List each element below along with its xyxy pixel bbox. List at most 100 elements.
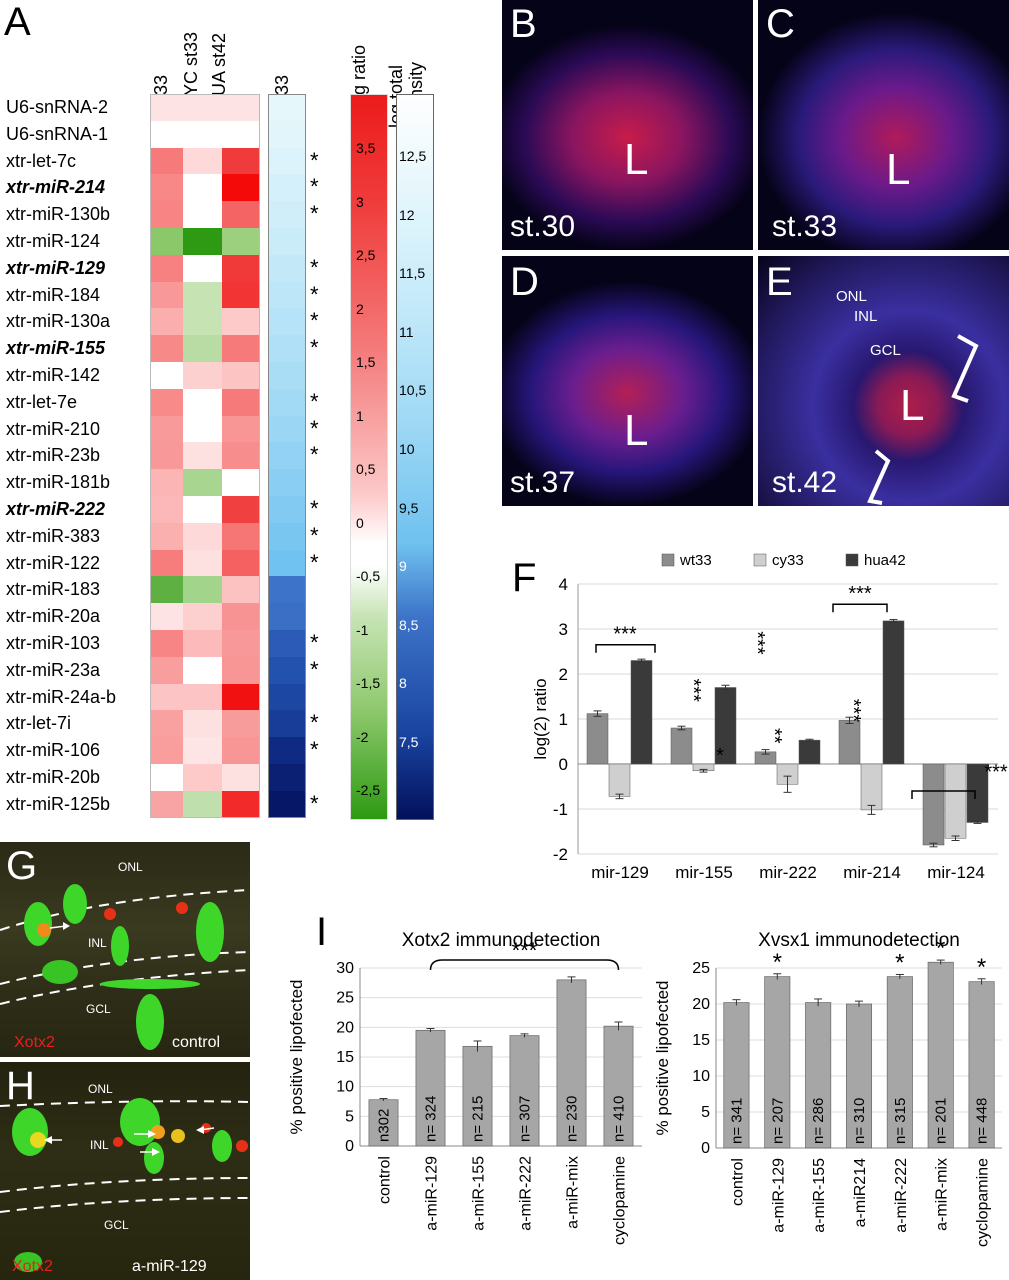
heat-cell [222,147,260,175]
y-tick-label: 15 [692,1032,710,1049]
intensity-cell [268,522,306,550]
legend-swatch [845,553,859,567]
retina-layer-outlines [0,884,250,1050]
heat-cell [183,522,222,550]
significance-stars: *** [613,623,637,645]
layer-label-gcl: GCL [870,342,901,359]
panel-letter-f: F [512,556,537,600]
lens-label: L [886,145,911,194]
panel-letter-e: E [766,260,793,304]
y-tick-label: 0 [559,755,568,774]
heat-cell [150,254,183,282]
micrograph-panel-d: D L st.37 [502,256,753,506]
intensity-cell [268,147,306,175]
heat-cell [222,201,260,229]
row-label: xtr-miR-103 [6,633,101,653]
x-tick-label: a-miR-129 [424,1156,441,1231]
heat-cell [183,469,222,497]
heat-cell [183,362,222,390]
x-tick-label: mir-222 [759,863,817,882]
intensity-tick: 12 [399,206,415,223]
y-tick-label: 5 [345,1108,354,1125]
significance-star: * [310,630,319,655]
heat-cell [222,576,260,604]
legend-label: cy33 [772,552,804,569]
intensity-cell [268,174,306,202]
n-label: n= 341 [728,1098,745,1144]
row-label: xtr-miR-383 [6,525,101,546]
heat-cell [150,94,183,122]
y-tick-label: 20 [336,1019,354,1036]
y-tick-label: -2 [553,845,568,864]
significance-stars: *** [848,583,872,605]
bar [608,763,631,797]
lens-label: L [624,406,649,455]
intensity-cell [268,228,306,256]
layer-label-inl: INL [90,1138,109,1152]
chart-title: Xotx2 immunodetection [402,930,601,951]
y-tick-label: 10 [336,1079,354,1096]
stage-label: st.37 [510,466,576,499]
micrograph-panel-g: G ONL INL GCL Xotx2 control [0,842,250,1057]
heat-cell [150,603,183,631]
intensity-cell [268,764,306,792]
log-ratio-tick: 3 [356,193,364,210]
intensity-cell [268,120,306,148]
bar [922,763,945,846]
heat-cell [222,603,260,631]
n-label: n= 324 [423,1096,440,1142]
heat-cell [183,603,222,631]
bar [556,979,587,1147]
heat-cell [150,442,183,470]
significance-stars-vertical: *** [682,679,704,703]
panel-letter-d: D [510,260,539,304]
log-ratio-tick: 3,5 [356,140,376,156]
x-tick-label: control [377,1156,394,1204]
heat-cell [150,147,183,175]
layer-label-inl: INL [88,936,107,950]
bar [882,620,905,765]
x-tick-label: a-miR214 [852,1158,869,1227]
heat-cell [150,415,183,443]
intensity-cell [268,362,306,390]
log-ratio-tick: -0,5 [356,568,381,584]
intensity-cell [268,415,306,443]
bar [764,976,791,1149]
x-tick-label: a-miR-155 [471,1156,488,1231]
log-ratio-tick: 0,5 [356,461,376,477]
x-tick-label: a-miR-mix [565,1156,582,1229]
log-ratio-tick: 2,5 [356,247,376,263]
heat-cell [222,469,260,497]
layer-label-onl: ONL [836,288,867,305]
bar [670,727,693,765]
intensity-frame [268,94,306,818]
heat-cell [183,764,222,792]
intensity-cell [268,335,306,363]
intensity-cell [268,656,306,684]
log-ratio-tick: -2,5 [356,782,381,798]
micrograph-panel-b: B L st.30 [502,0,753,250]
heat-cell [150,335,183,363]
heat-cell [222,656,260,684]
intensity-cell [268,254,306,282]
row-label: xtr-miR-24a-b [6,686,117,707]
significance-star: * [936,935,945,962]
n-label: n= 230 [564,1096,581,1142]
bracket-marks [867,334,979,505]
marker-label: Xotx2 [12,1258,53,1275]
significance-star: * [310,549,319,575]
panel-letter-h: H [6,1064,35,1108]
significance-star: * [310,308,319,334]
condition-label: a-miR-129 [132,1258,207,1275]
intensity-cell [268,308,306,336]
intensity-cell [268,442,306,470]
bar [603,1025,634,1147]
significance-bracket [429,959,620,971]
heat-cell [222,174,260,202]
significance-star: * [310,737,319,763]
lens-label: L [900,381,925,430]
row-label: xtr-miR-23a [6,659,101,680]
n-label: n= 448 [974,1098,991,1144]
heat-cell [183,737,222,765]
intensity-cell [268,576,306,604]
